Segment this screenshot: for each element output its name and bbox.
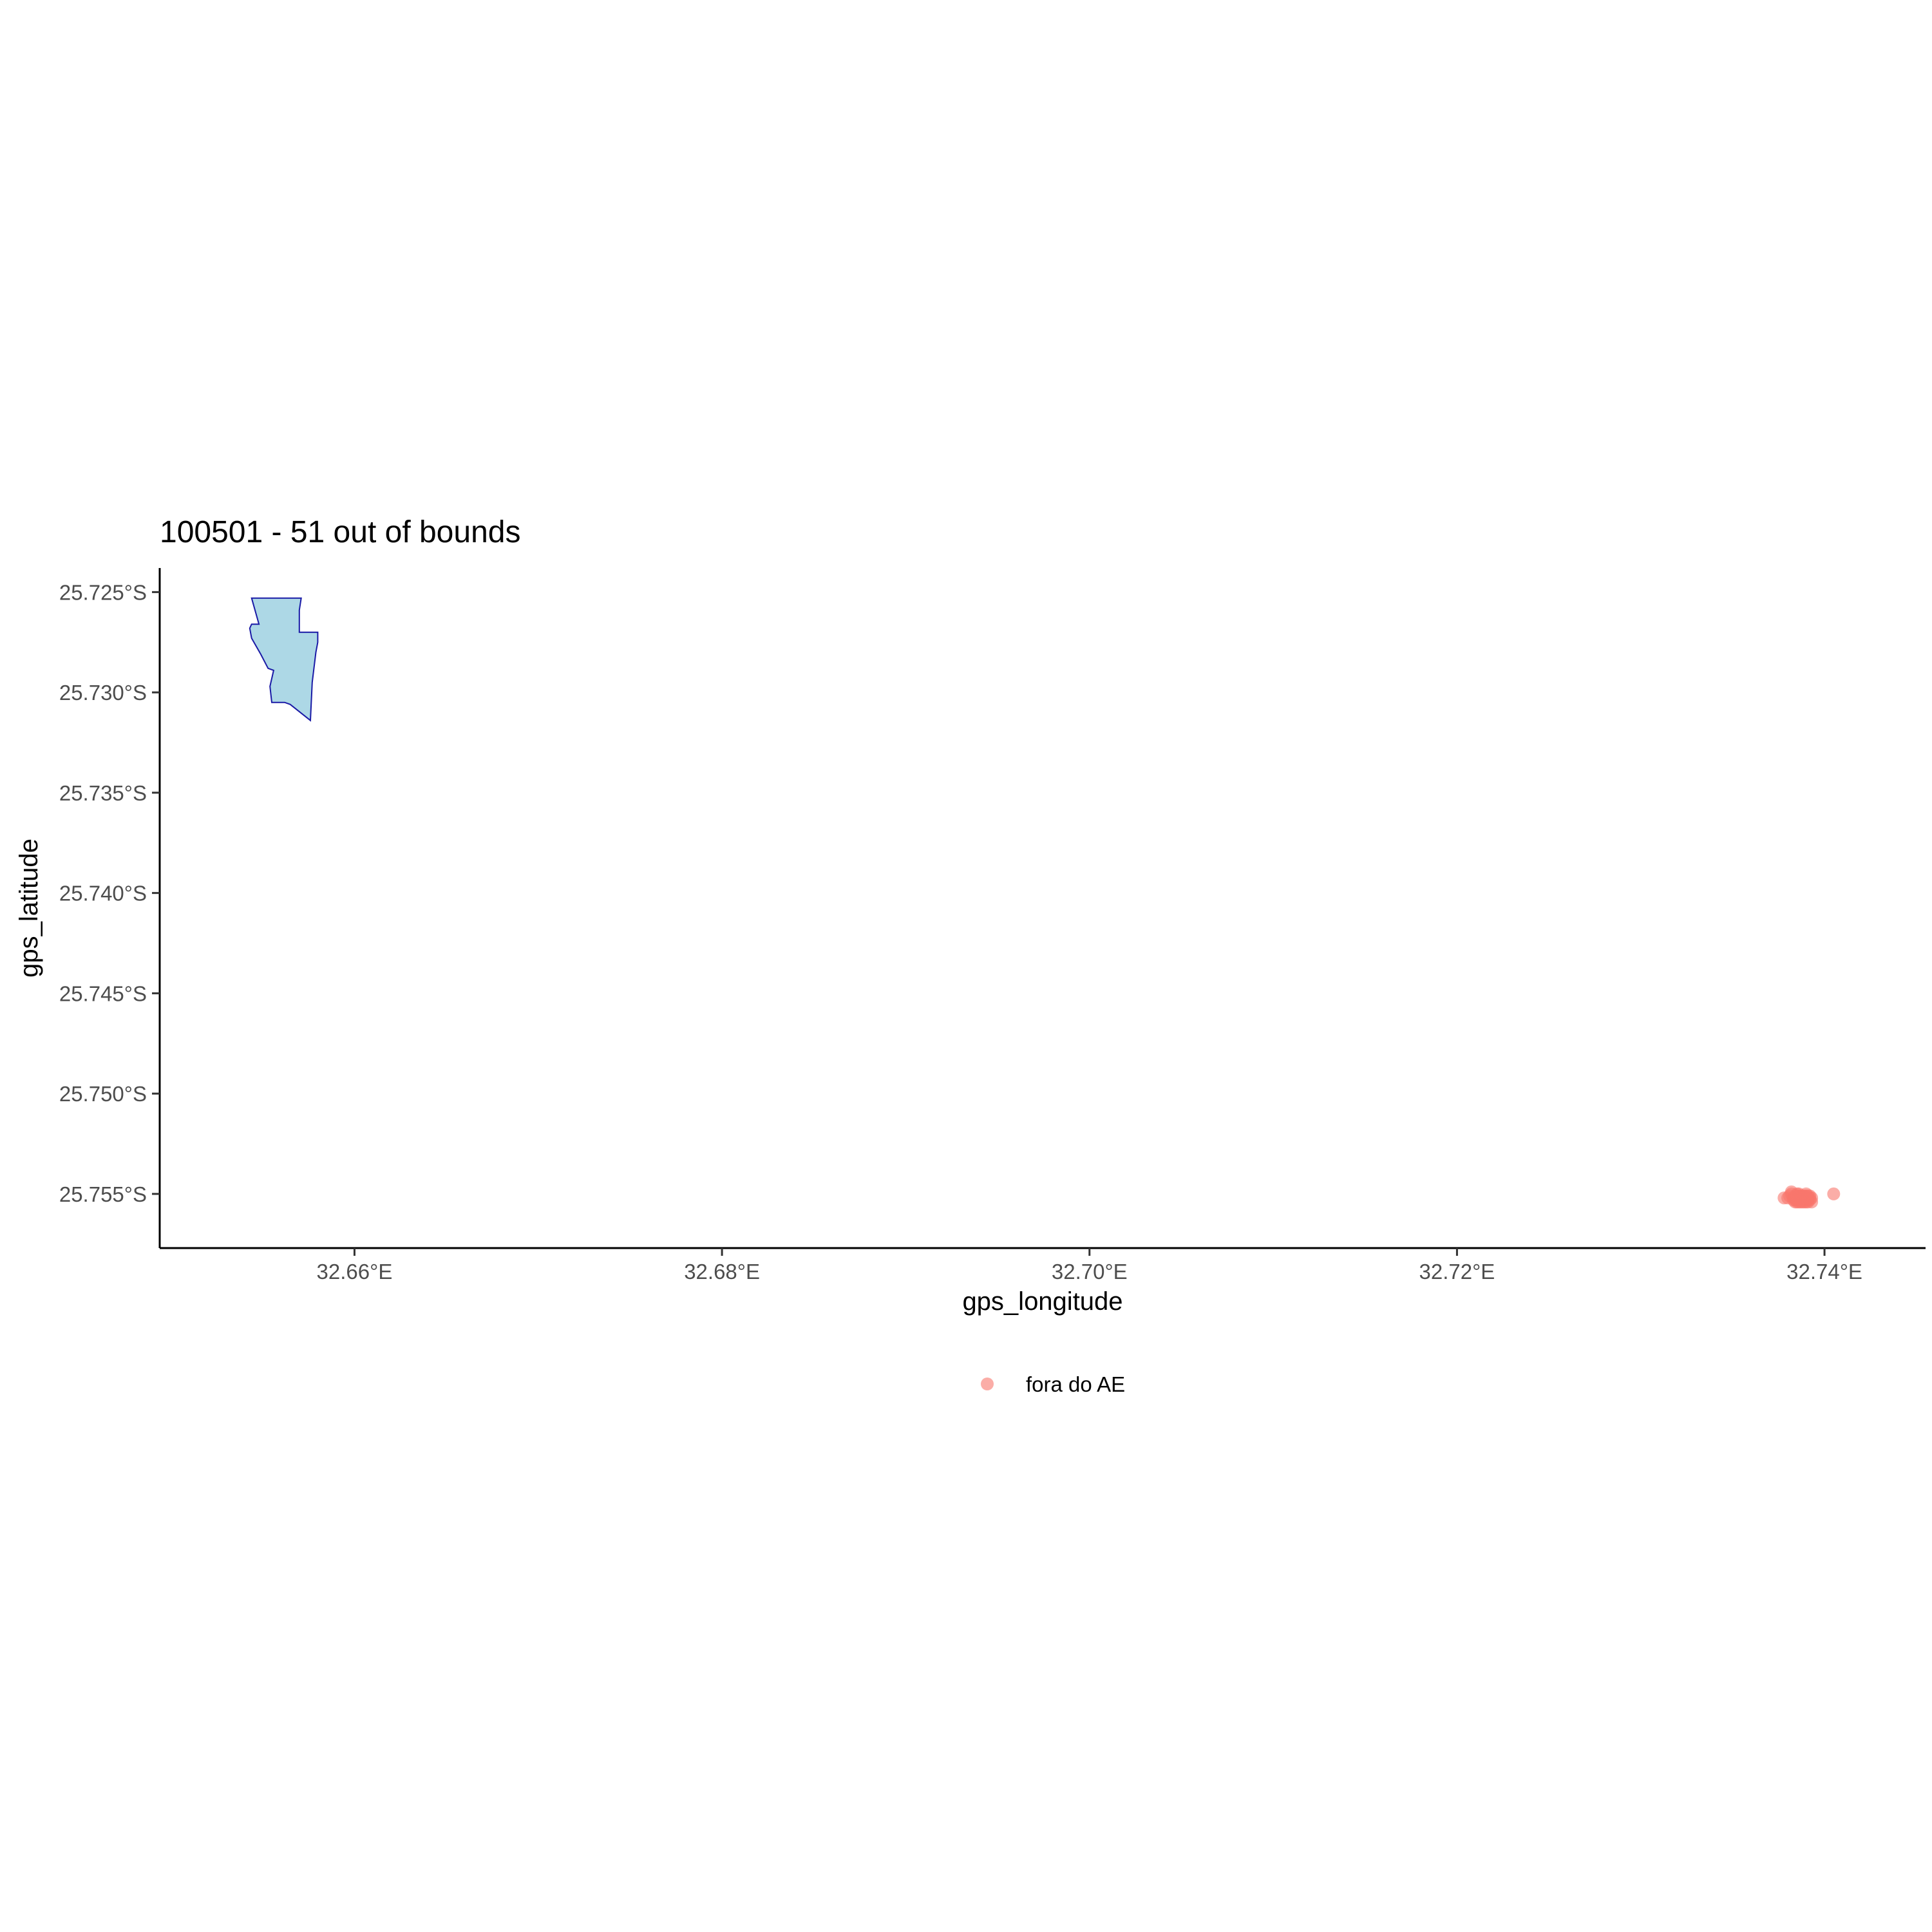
y-tick-label: 25.745°S: [59, 981, 147, 1005]
y-axis-title: gps_latitude: [15, 838, 43, 978]
y-tick-label: 25.735°S: [59, 781, 147, 805]
legend-key-point: [981, 1378, 994, 1390]
x-tick-label: 32.72°E: [1419, 1260, 1495, 1283]
y-tick-label: 25.740°S: [59, 882, 147, 905]
x-tick-label: 32.74°E: [1786, 1260, 1862, 1283]
data-points-layer: [1777, 1185, 1841, 1209]
x-axis-ticks: 32.66°E 32.68°E 32.70°E 32.72°E 32.74°E: [317, 1248, 1862, 1283]
enumeration-area-polygon: [249, 597, 319, 722]
data-point: [1827, 1187, 1841, 1200]
y-tick-label: 25.750°S: [59, 1082, 147, 1106]
y-tick-label: 25.725°S: [59, 580, 147, 604]
x-tick-label: 32.68°E: [684, 1260, 760, 1283]
y-tick-label: 25.730°S: [59, 681, 147, 705]
x-tick-label: 32.66°E: [317, 1260, 393, 1283]
chart-title: 100501 - 51 out of bounds: [160, 515, 520, 549]
data-point: [1797, 1191, 1811, 1205]
legend-label: fora do AE: [1026, 1372, 1125, 1396]
data-point: [1777, 1191, 1791, 1205]
x-tick-label: 32.70°E: [1052, 1260, 1128, 1283]
x-axis-title: gps_longitude: [962, 1287, 1122, 1316]
y-axis-ticks: 25.725°S 25.730°S 25.735°S 25.740°S 25.745°S…: [59, 580, 160, 1206]
area-polygon-layer: [249, 597, 319, 722]
y-tick-label: 25.755°S: [59, 1182, 147, 1206]
legend: fora do AE: [981, 1372, 1125, 1396]
